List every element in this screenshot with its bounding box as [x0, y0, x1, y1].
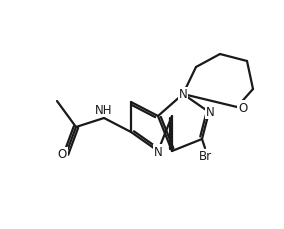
Text: N: N [154, 145, 162, 158]
Text: O: O [57, 148, 67, 161]
Text: N: N [206, 106, 214, 119]
Text: N: N [179, 88, 187, 101]
Text: Br: Br [199, 150, 212, 163]
Text: NH: NH [95, 104, 113, 117]
Text: O: O [238, 101, 248, 114]
